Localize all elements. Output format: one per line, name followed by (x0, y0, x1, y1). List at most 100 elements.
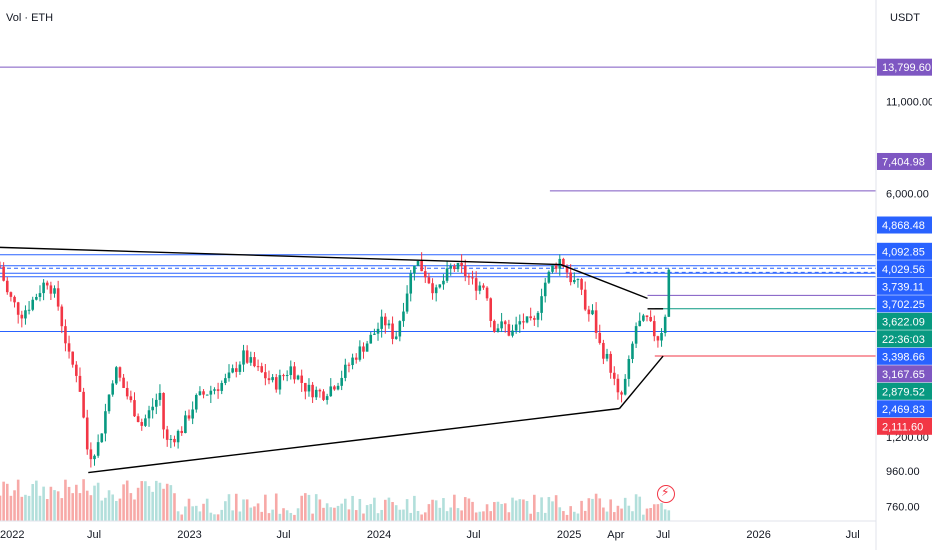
candle-body (652, 321, 656, 337)
trend-line[interactable] (618, 355, 664, 409)
candle-body (409, 273, 413, 294)
trend-line[interactable] (0, 246, 561, 266)
candle-body (529, 316, 532, 319)
volume-bar (104, 497, 107, 521)
candle-body (278, 375, 282, 390)
price-label-badge[interactable] (877, 242, 932, 260)
time-axis: 2022 Jul 2023 Jul 2024 Jul 2025 Apr Jul 2026 Jul (0, 529, 860, 541)
candle-body (49, 285, 53, 294)
candle-body (627, 358, 631, 379)
candle-body (478, 285, 482, 291)
volume-bar (322, 507, 325, 521)
candle-body (96, 442, 100, 456)
volume-bar (205, 498, 209, 521)
volume-bar (311, 513, 314, 521)
price-label-text: 3,622.09 (882, 316, 925, 328)
candle-body (154, 399, 158, 407)
candle-body (136, 416, 140, 423)
price-label-badge[interactable] (877, 400, 932, 418)
candle-body (514, 324, 518, 331)
volume-indicator-label[interactable]: Vol · ETH (6, 12, 54, 24)
price-label-badge[interactable] (877, 216, 932, 234)
time-tick-label: 2022 (0, 529, 24, 541)
price-label-text: 4,092.85 (882, 246, 925, 258)
price-label-badge[interactable] (877, 417, 932, 435)
candle-body (122, 377, 125, 388)
candle-body (453, 266, 456, 270)
volume-bar (533, 494, 536, 521)
time-tick-label: 2024 (367, 529, 391, 541)
volume-bar (96, 482, 100, 521)
volume-bar (554, 495, 558, 521)
volume-bar (413, 495, 416, 521)
volume-bar (547, 497, 551, 521)
price-label-badge[interactable] (877, 347, 932, 365)
candle-body (405, 293, 409, 312)
volume-bar (304, 493, 307, 521)
candle-body (314, 389, 318, 398)
volume-bar (489, 511, 493, 521)
price-label-badge[interactable] (877, 312, 932, 330)
price-label-badge[interactable] (877, 152, 932, 170)
price-label-badge[interactable] (877, 330, 932, 348)
volume-bar (398, 509, 402, 521)
volume-bar (136, 487, 140, 521)
volume-bar (634, 494, 638, 521)
volume-bar (274, 493, 278, 521)
volume-bar (147, 486, 151, 521)
volume-bar (496, 501, 500, 521)
volume-bar (645, 508, 649, 521)
volume-bar (329, 507, 333, 521)
volume-bar (652, 504, 656, 521)
currency-label: USDT (890, 12, 920, 24)
candle-body (2, 266, 5, 281)
candle-body (129, 396, 133, 401)
volume-bar (576, 513, 580, 521)
volume-bar (271, 509, 274, 521)
candle-body (100, 433, 104, 443)
candle-body (376, 328, 380, 334)
price-label-badge[interactable] (877, 365, 932, 383)
candle-body (296, 375, 300, 380)
volume-bar (173, 493, 176, 521)
volume-bar (24, 494, 27, 521)
candle-body (173, 438, 176, 443)
price-label-badge[interactable] (877, 382, 932, 400)
candlestick-series (0, 252, 671, 468)
candle-body (322, 391, 325, 400)
candle-body (583, 289, 587, 310)
volume-bar (420, 514, 423, 521)
candle-body (125, 387, 129, 397)
volume-bar (383, 499, 387, 521)
candle-body (569, 272, 572, 283)
horizontal-levels (0, 66, 876, 357)
candle-body (64, 326, 67, 344)
price-label-badge[interactable] (877, 277, 932, 295)
volume-bar (387, 497, 391, 521)
candle-body (598, 332, 602, 343)
volume-bar (405, 499, 409, 521)
volume-bar (49, 486, 53, 521)
volume-bar (540, 497, 543, 521)
candle-body (645, 315, 649, 317)
lightning-bolt-icon[interactable]: ⚡ (657, 485, 675, 503)
candle-body (536, 312, 540, 320)
candle-body (67, 343, 71, 352)
volume-bar (234, 493, 238, 521)
candle-body (620, 392, 623, 395)
price-label-badge[interactable] (877, 260, 932, 278)
volume-bar (140, 481, 144, 521)
price-label-text: 2,111.60 (882, 421, 923, 433)
candle-body (5, 280, 9, 293)
volume-bar (431, 499, 434, 521)
trend-line[interactable] (560, 263, 648, 300)
trend-line[interactable] (88, 407, 620, 474)
volume-bar (380, 509, 383, 521)
price-label-badge[interactable] (877, 295, 932, 313)
price-label-badge[interactable] (877, 58, 932, 76)
candle-body (540, 296, 543, 313)
candle-body (9, 292, 13, 297)
volume-bar (351, 495, 354, 521)
volume-bar (402, 509, 405, 521)
